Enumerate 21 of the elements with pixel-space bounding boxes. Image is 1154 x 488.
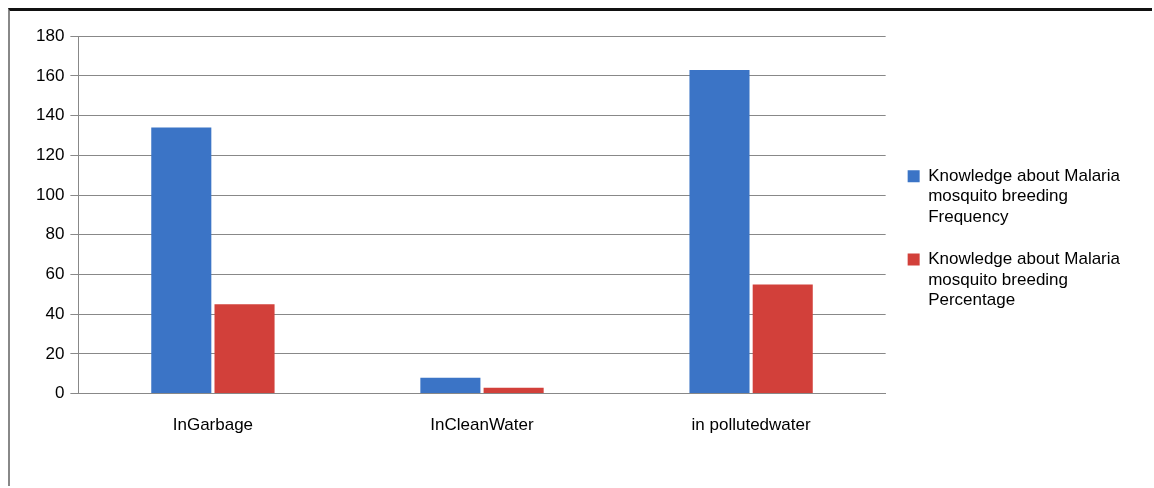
- y-tick-label: 100: [35, 184, 65, 204]
- bar: [420, 377, 481, 394]
- bar: [483, 387, 544, 394]
- y-tick-label: 140: [35, 105, 65, 125]
- y-tick-label: 80: [45, 224, 65, 244]
- y-tick-label: 60: [45, 264, 65, 284]
- x-tick-label: in pollutedwater: [691, 415, 811, 435]
- y-tick-label: 160: [35, 65, 65, 85]
- y-tick-label: 180: [35, 25, 65, 45]
- x-tick-label: InCleanWater: [430, 415, 534, 435]
- y-tick-label: 0: [54, 383, 65, 403]
- y-tick-label: 40: [45, 303, 65, 323]
- bar: [752, 284, 813, 394]
- x-tick-label: InGarbage: [172, 415, 254, 435]
- y-tick-label: 20: [45, 343, 65, 363]
- bar: [689, 69, 750, 394]
- legend-label: Knowledge about Malaria mosquito breeding Frequency: [928, 165, 1121, 226]
- bar: [151, 127, 212, 394]
- y-tick-label: 120: [35, 145, 65, 165]
- legend-label: Knowledge about Malaria mosquito breeding Percentage: [928, 249, 1121, 309]
- bar: [214, 304, 275, 394]
